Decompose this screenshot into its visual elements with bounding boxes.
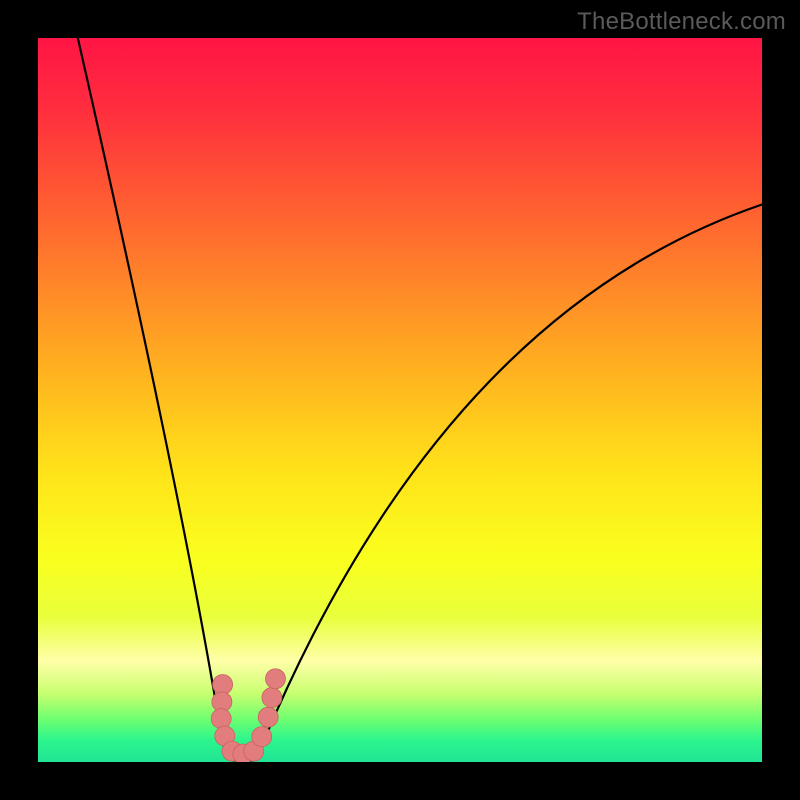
valley-marker: [265, 669, 285, 689]
valley-marker: [211, 709, 231, 729]
valley-marker: [258, 707, 278, 727]
valley-marker: [213, 675, 233, 695]
watermark-text: TheBottleneck.com: [577, 8, 786, 36]
bottleneck-chart: [38, 38, 762, 762]
valley-marker: [262, 688, 282, 708]
gradient-background: [38, 38, 762, 762]
valley-marker: [252, 727, 272, 747]
plot-area: [38, 38, 762, 762]
